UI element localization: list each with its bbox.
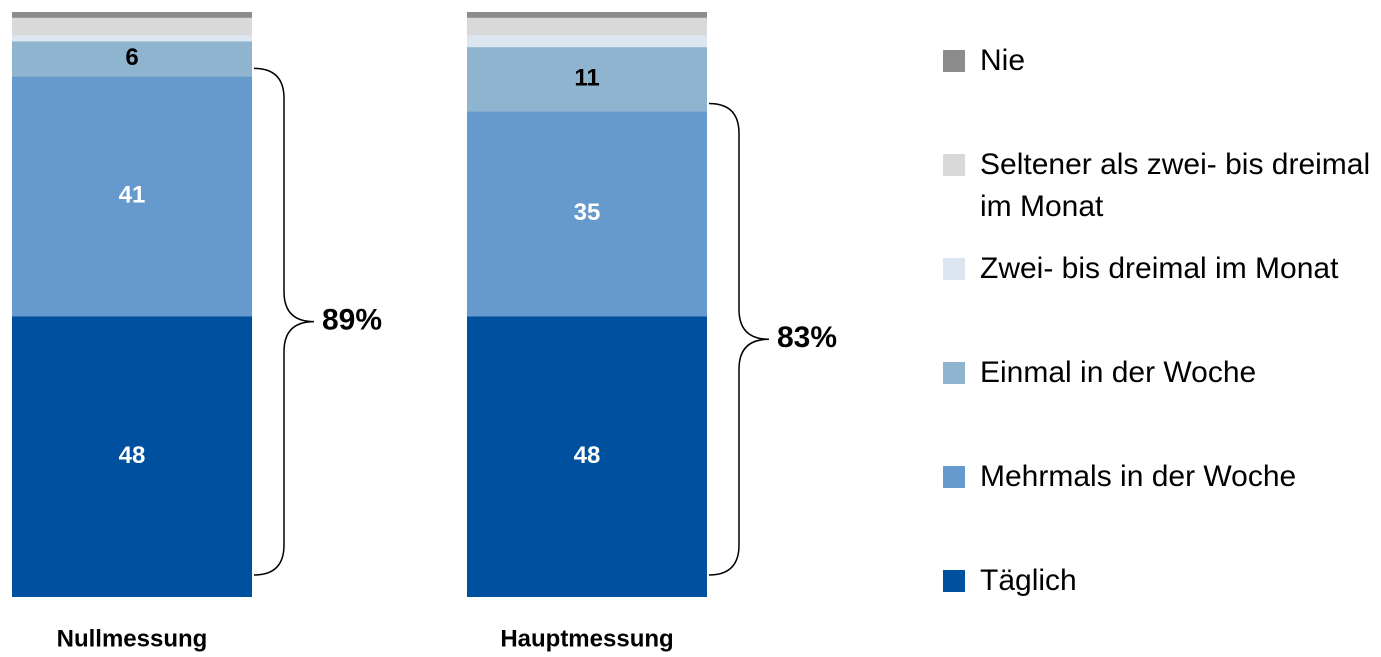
annotation: 83% [777, 321, 837, 354]
legend-swatch [943, 50, 965, 72]
brace [708, 102, 770, 576]
legend-label: Seltener als zwei- bis dreimal im Monat [980, 148, 1371, 223]
legend-label: Zwei- bis dreimal im Monat [980, 252, 1339, 285]
legend-swatch [943, 154, 965, 176]
bar-segment [467, 12, 707, 18]
legend-item: Einmal in der Woche [943, 352, 1373, 394]
bar-segment [12, 41, 252, 77]
bar-segment [467, 17, 707, 36]
legend-swatch [943, 362, 965, 384]
value-label: 35 [574, 199, 601, 226]
legend-label: Mehrmals in der Woche [980, 460, 1297, 493]
legend-item: Zwei- bis dreimal im Monat [943, 248, 1373, 290]
bar-segment [467, 111, 707, 317]
bar-segment [467, 47, 707, 112]
bar-segment [12, 35, 252, 42]
bar-segment [12, 76, 252, 317]
category-label: Hauptmessung [500, 625, 673, 652]
category-label: Nullmessung [57, 625, 208, 652]
legend-swatch [943, 466, 965, 488]
legend-item: Mehrmals in der Woche [943, 456, 1373, 498]
legend-item: Seltener als zwei- bis dreimal im Monat [943, 144, 1373, 228]
value-label: 6 [125, 44, 138, 71]
legend-label: Nie [980, 44, 1026, 77]
value-label: 48 [574, 442, 601, 469]
bar-segment [12, 17, 252, 36]
bar-segment [467, 35, 707, 48]
value-label: 11 [574, 65, 599, 92]
bar-segment [12, 12, 252, 18]
value-label: 41 [119, 182, 146, 209]
legend-swatch [943, 258, 965, 280]
legend-swatch [943, 570, 965, 592]
legend-item: Nie [943, 40, 1373, 82]
bar-segment [12, 316, 252, 597]
legend-label: Einmal in der Woche [980, 356, 1257, 389]
bar-segment [467, 316, 707, 597]
annotation: 89% [322, 304, 382, 337]
brace [253, 67, 315, 576]
legend-label: Täglich [980, 564, 1077, 597]
legend-item: Täglich [943, 560, 1373, 602]
value-label: 48 [119, 442, 146, 469]
